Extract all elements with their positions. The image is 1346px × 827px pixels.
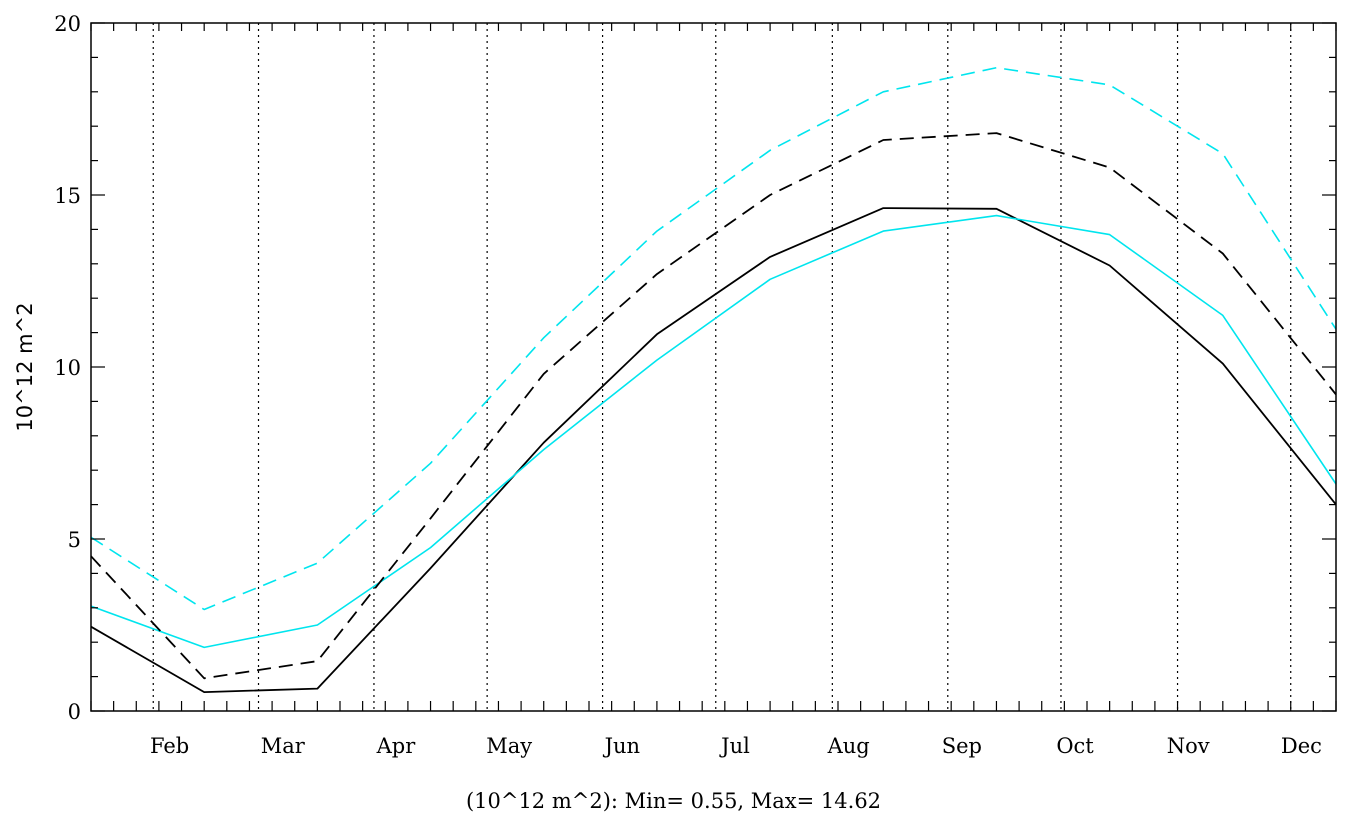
y-tick-label-20: 20 <box>54 12 81 36</box>
y-axis-label: 10^12 m^2 <box>13 302 37 431</box>
x-tick-label-aug: Aug <box>827 734 870 758</box>
y-tick-labels: 0 5 10 15 20 <box>54 12 81 724</box>
x-tick-labels: Feb Mar Apr May Jun Jul Aug Sep Oct Nov Dec <box>150 734 1322 758</box>
y-tick-label-10: 10 <box>54 356 81 380</box>
x-tick-label-mar: Mar <box>261 734 306 758</box>
chart-caption: (10^12 m^2): Min= 0.55, Max= 14.62 <box>466 789 881 813</box>
series-layer <box>90 66 1337 693</box>
month-grid <box>152 23 1292 711</box>
series-line-3 <box>90 66 1337 611</box>
series-line-1 <box>90 214 1337 649</box>
x-tick-label-apr: Apr <box>376 734 417 758</box>
x-tick-label-jul: Jul <box>719 734 750 758</box>
tick-marks <box>90 22 1337 712</box>
y-tick-label-5: 5 <box>68 528 81 552</box>
x-tick-label-may: May <box>486 734 532 758</box>
x-tick-label-dec: Dec <box>1281 734 1322 758</box>
series-line-2 <box>90 132 1337 680</box>
x-tick-label-sep: Sep <box>942 734 982 758</box>
y-tick-label-15: 15 <box>54 184 81 208</box>
x-tick-label-jun: Jun <box>603 734 640 758</box>
x-tick-label-nov: Nov <box>1167 734 1210 758</box>
x-tick-label-oct: Oct <box>1056 734 1094 758</box>
y-tick-label-0: 0 <box>68 700 81 724</box>
series-line-0 <box>90 207 1337 693</box>
x-tick-label-feb: Feb <box>150 734 189 758</box>
plot-frame <box>90 22 1337 712</box>
